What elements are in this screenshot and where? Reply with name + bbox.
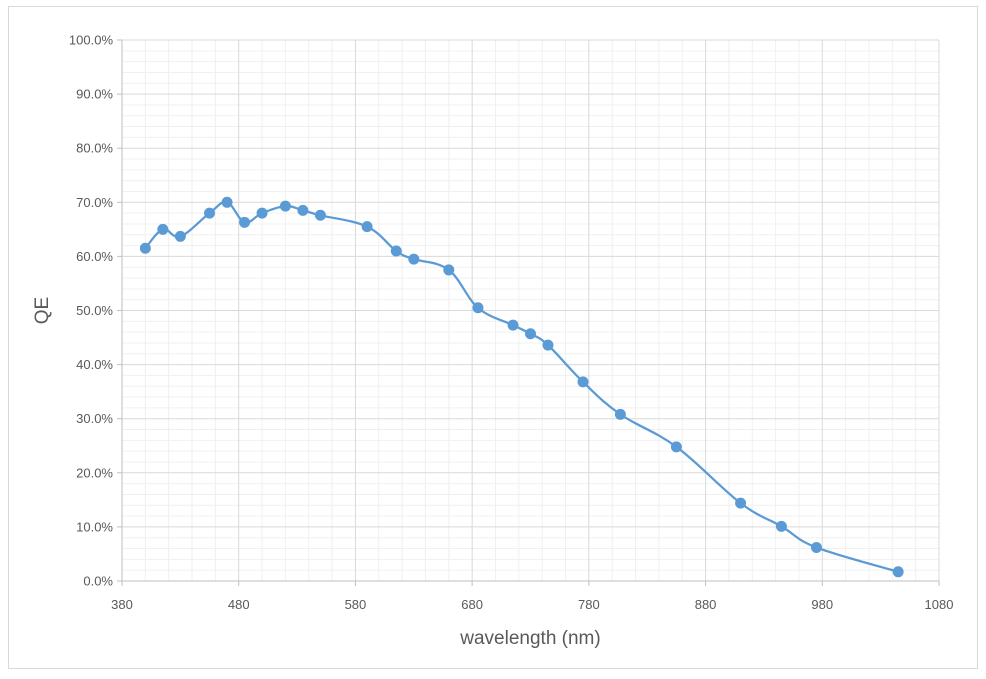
data-point <box>614 408 626 420</box>
major-gridlines <box>122 39 940 581</box>
data-point <box>279 200 291 212</box>
data-point <box>297 204 309 216</box>
y-axis-title: QE <box>32 297 53 324</box>
series-group <box>139 196 904 578</box>
data-point <box>256 207 268 219</box>
data-point <box>361 221 373 233</box>
x-tick-label: 1080 <box>925 597 954 612</box>
x-tick-label: 780 <box>578 597 600 612</box>
y-tick-label: 70.0% <box>76 195 113 210</box>
y-tick-label: 10.0% <box>76 519 113 534</box>
data-point <box>542 339 554 351</box>
y-tick-label: 100.0% <box>69 33 114 48</box>
y-tick-label: 0.0% <box>83 574 113 589</box>
y-tick-label: 40.0% <box>76 357 113 372</box>
data-point <box>577 376 589 388</box>
y-tick-label: 30.0% <box>76 411 113 426</box>
data-point <box>443 264 455 276</box>
data-point <box>472 302 484 314</box>
data-point <box>507 319 519 331</box>
data-point <box>892 566 904 578</box>
data-point <box>314 209 326 221</box>
x-tick-label: 680 <box>461 597 483 612</box>
data-point <box>174 230 186 242</box>
x-tick-labels: 380 480 580 680 780 880 980 1080 <box>111 597 953 612</box>
x-axis-title: wavelength (nm) <box>459 628 600 649</box>
data-point <box>390 245 402 257</box>
axes <box>117 39 940 586</box>
x-tick-label: 480 <box>228 597 250 612</box>
y-tick-label: 60.0% <box>76 249 113 264</box>
y-tick-label: 50.0% <box>76 303 113 318</box>
data-point <box>735 497 747 509</box>
data-point <box>408 253 420 265</box>
y-tick-labels: 0.0% 10.0% 20.0% 30.0% 40.0% 50.0% 60.0% 70.0% 8… <box>69 33 114 589</box>
data-point <box>239 216 251 228</box>
data-point <box>775 520 787 532</box>
data-point <box>157 223 169 235</box>
x-tick-label: 880 <box>695 597 717 612</box>
x-tick-label: 980 <box>811 597 833 612</box>
data-point <box>204 207 216 219</box>
data-point <box>810 541 822 553</box>
x-tick-label: 380 <box>111 597 133 612</box>
x-tick-label: 580 <box>345 597 367 612</box>
data-point <box>525 328 536 340</box>
data-point <box>670 441 682 453</box>
y-tick-label: 90.0% <box>76 87 113 102</box>
chart-frame <box>8 6 978 669</box>
y-tick-label: 80.0% <box>76 141 113 156</box>
data-point <box>139 242 151 254</box>
data-point <box>221 196 233 208</box>
y-tick-label: 20.0% <box>76 465 113 480</box>
